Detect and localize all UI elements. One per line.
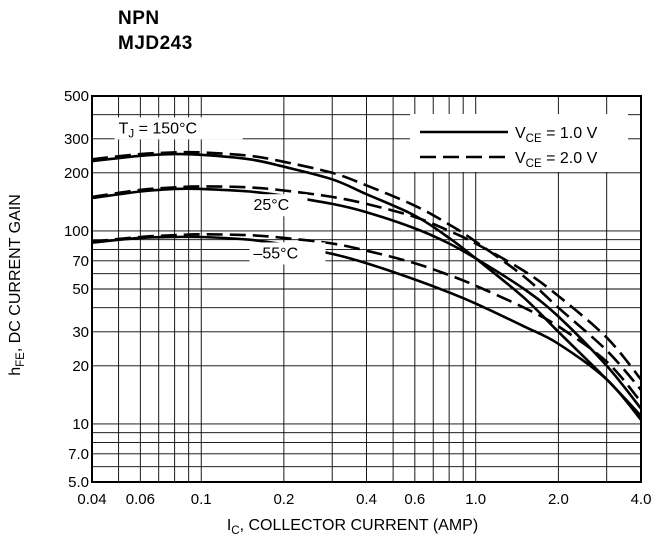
chart-annotations: TJ = 150°C 25°C –55°C xyxy=(114,117,326,265)
annotation-background xyxy=(249,242,326,265)
y-tick-label: 100 xyxy=(64,223,89,240)
chart-curves xyxy=(91,150,643,421)
y-tick-label: 7.0 xyxy=(68,446,89,463)
x-tick-label: 4.0 xyxy=(631,491,652,508)
y-axis-label: hFE, DC CURRENT GAIN xyxy=(7,194,27,376)
x-tick-label: 0.6 xyxy=(404,491,425,508)
x-tick-label: 0.2 xyxy=(273,491,294,508)
y-tick-label: 10 xyxy=(72,416,89,433)
curve--55C-dashed xyxy=(91,232,642,403)
x-axis-label: IC, COLLECTOR CURRENT (AMP) xyxy=(227,517,478,537)
y-tick-label: 20 xyxy=(72,358,89,375)
device-type-label: NPN xyxy=(118,8,160,29)
annotation-background xyxy=(249,194,308,217)
temperature-label: –55°C xyxy=(253,245,298,262)
temperature-label: 25°C xyxy=(253,197,289,214)
temperature-label: TJ = 150°C xyxy=(119,120,197,140)
curve--55C-solid xyxy=(91,235,642,421)
y-tick-label: 5.0 xyxy=(68,474,89,491)
legend-entry-label: VCE = 2.0 V xyxy=(515,150,598,170)
y-tick-label: 30 xyxy=(72,324,89,341)
curve-25C-solid xyxy=(91,187,643,410)
y-tick-label: 500 xyxy=(64,88,89,105)
x-tick-label: 0.06 xyxy=(126,491,155,508)
curve-150C-solid xyxy=(91,152,642,417)
annotation-background xyxy=(114,117,243,140)
y-tick-label: 50 xyxy=(72,281,89,298)
chart-legend: VCE = 1.0 V VCE = 2.0 V xyxy=(410,114,628,172)
x-tick-label: 0.1 xyxy=(191,491,212,508)
y-tick-label: 70 xyxy=(72,253,89,270)
part-number-label: MJD243 xyxy=(118,33,193,54)
curve-150C-dashed xyxy=(91,150,642,391)
x-tick-label: 0.4 xyxy=(356,491,377,508)
chart-tick-labels: 0.04 0.06 0.1 0.2 0.4 0.6 1.0 2.0 4.0 5.0 7.0 10 20 3… xyxy=(64,88,651,508)
curve-25C-dashed xyxy=(91,185,643,381)
plot-frame xyxy=(91,95,642,483)
legend-box xyxy=(410,114,628,172)
y-tick-label: 300 xyxy=(64,131,89,148)
legend-entry-label: VCE = 1.0 V xyxy=(515,125,598,145)
x-tick-label: 1.0 xyxy=(465,491,486,508)
chart-axis-labels: IC, COLLECTOR CURRENT (AMP) hFE, DC CURRE… xyxy=(7,194,478,537)
x-tick-label: 2.0 xyxy=(548,491,569,508)
y-tick-label: 200 xyxy=(64,165,89,182)
x-tick-label: 0.04 xyxy=(77,491,106,508)
